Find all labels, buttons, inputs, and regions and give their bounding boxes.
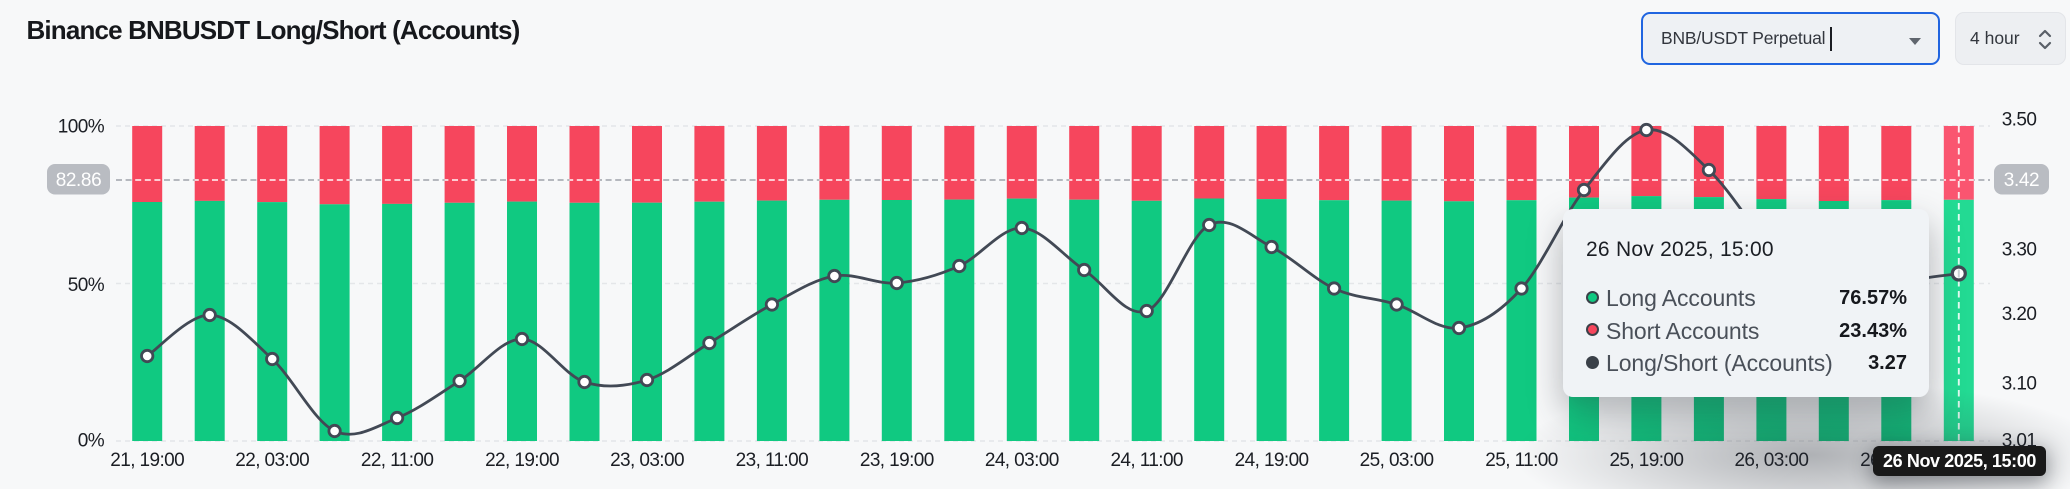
svg-text:24, 19:00: 24, 19:00 — [1235, 450, 1309, 471]
svg-text:23, 11:00: 23, 11:00 — [736, 450, 808, 471]
svg-text:3.10: 3.10 — [2002, 374, 2037, 395]
svg-text:25, 03:00: 25, 03:00 — [1360, 450, 1434, 471]
svg-text:82.86: 82.86 — [56, 170, 102, 191]
svg-text:26, 03:00: 26, 03:00 — [1734, 450, 1808, 471]
svg-text:21, 19:00: 21, 19:00 — [110, 450, 184, 471]
svg-text:100%: 100% — [58, 117, 105, 138]
svg-text:3.50: 3.50 — [2002, 110, 2037, 131]
svg-text:25, 11:00: 25, 11:00 — [1485, 450, 1557, 471]
svg-text:3.30: 3.30 — [2002, 240, 2037, 261]
svg-text:3.42: 3.42 — [2004, 170, 2039, 191]
svg-text:22, 19:00: 22, 19:00 — [485, 450, 559, 471]
svg-text:22, 11:00: 22, 11:00 — [361, 450, 433, 471]
svg-text:24, 11:00: 24, 11:00 — [1110, 450, 1182, 471]
svg-text:50%: 50% — [68, 275, 105, 296]
svg-text:24, 03:00: 24, 03:00 — [985, 450, 1059, 471]
svg-text:23, 19:00: 23, 19:00 — [860, 450, 934, 471]
svg-text:0%: 0% — [78, 431, 105, 452]
svg-text:22, 03:00: 22, 03:00 — [235, 450, 309, 471]
svg-text:3.20: 3.20 — [2002, 304, 2037, 325]
svg-text:25, 19:00: 25, 19:00 — [1609, 450, 1683, 471]
svg-text:23, 03:00: 23, 03:00 — [610, 450, 684, 471]
